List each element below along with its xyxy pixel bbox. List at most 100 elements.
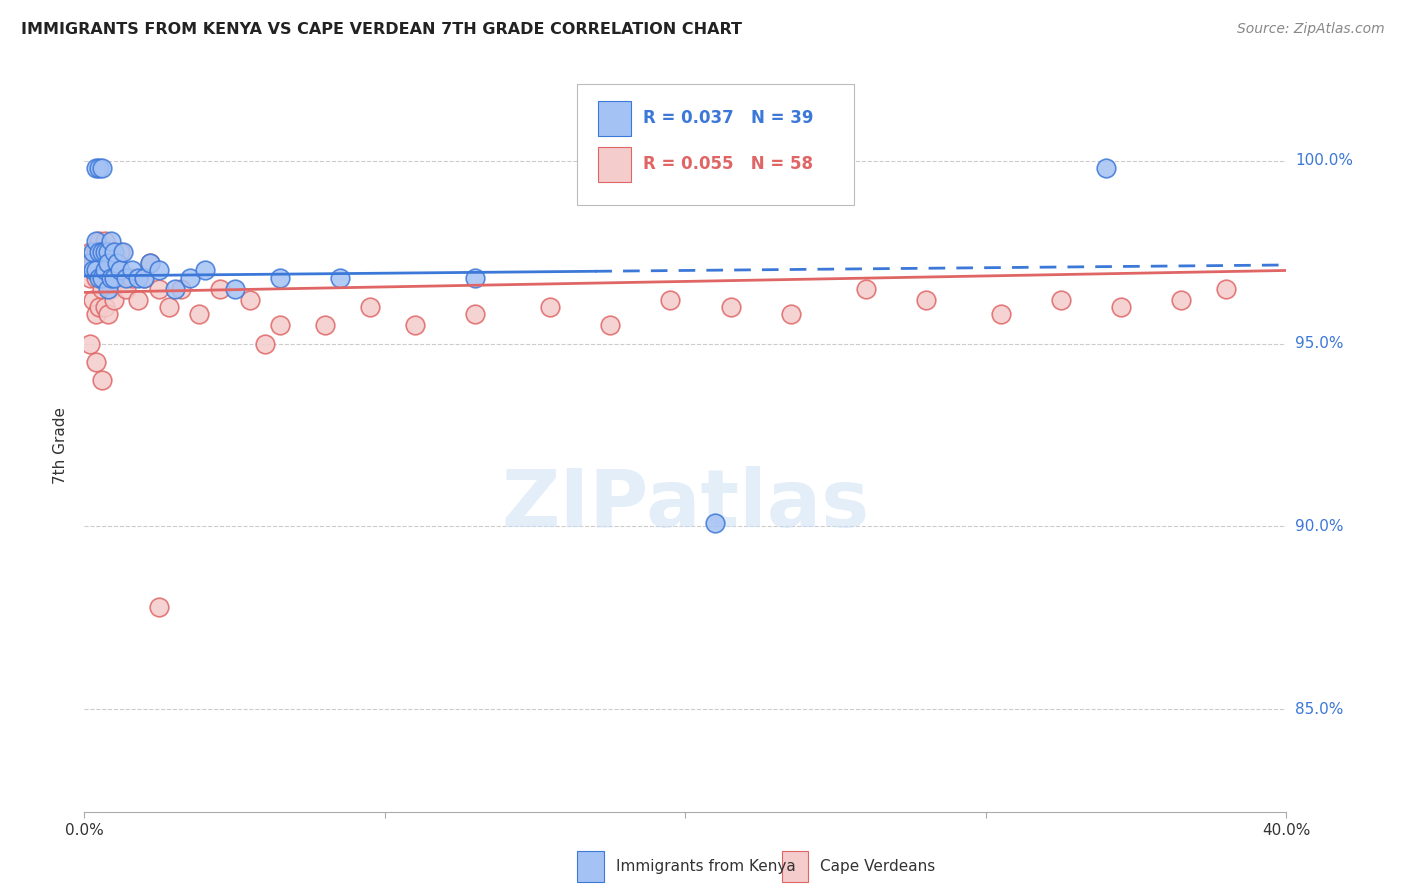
Point — [82, 245, 104, 260]
Text: Cape Verdeans: Cape Verdeans — [820, 859, 935, 874]
Point — [103, 245, 125, 260]
Point — [100, 282, 122, 296]
Point — [107, 256, 129, 270]
Point — [1095, 161, 1118, 175]
Point — [208, 282, 231, 296]
Point — [1215, 282, 1237, 296]
Point — [121, 263, 143, 277]
Point — [127, 270, 149, 285]
Point — [139, 256, 162, 270]
Point — [97, 307, 120, 321]
Point — [269, 318, 291, 333]
Point — [1109, 300, 1132, 314]
Text: 90.0%: 90.0% — [1295, 519, 1343, 534]
Point — [89, 270, 111, 285]
Point — [659, 293, 682, 307]
Bar — [578, 851, 603, 882]
Point — [112, 270, 135, 285]
Point — [314, 318, 336, 333]
Point — [194, 263, 217, 277]
Point — [89, 300, 111, 314]
Point — [94, 234, 117, 248]
Point — [134, 270, 156, 285]
Point — [100, 234, 122, 248]
Point — [94, 263, 117, 277]
Point — [110, 263, 132, 277]
Point — [329, 270, 352, 285]
Y-axis label: 7th Grade: 7th Grade — [53, 408, 69, 484]
Point — [97, 245, 120, 260]
Point — [720, 300, 742, 314]
Point — [169, 282, 191, 296]
Point — [89, 234, 111, 248]
Point — [91, 245, 114, 260]
Point — [359, 300, 381, 314]
Point — [103, 270, 125, 285]
Point — [127, 293, 149, 307]
Point — [269, 270, 291, 285]
Text: R = 0.037   N = 39: R = 0.037 N = 39 — [644, 110, 814, 128]
Text: IMMIGRANTS FROM KENYA VS CAPE VERDEAN 7TH GRADE CORRELATION CHART: IMMIGRANTS FROM KENYA VS CAPE VERDEAN 7T… — [21, 22, 742, 37]
Point — [115, 270, 138, 285]
Bar — [782, 851, 808, 882]
Point — [91, 161, 114, 175]
Point — [97, 245, 120, 260]
Point — [538, 300, 561, 314]
Bar — [598, 101, 631, 136]
Point — [224, 282, 246, 296]
Point — [82, 256, 104, 270]
Point — [91, 245, 114, 260]
Text: Source: ZipAtlas.com: Source: ZipAtlas.com — [1237, 22, 1385, 37]
Point — [94, 263, 117, 277]
Point — [86, 307, 108, 321]
Point — [157, 300, 180, 314]
Text: ZIPatlas: ZIPatlas — [502, 466, 869, 543]
Point — [97, 282, 120, 296]
Point — [97, 270, 120, 285]
Point — [100, 270, 122, 285]
Point — [91, 282, 114, 296]
Point — [187, 307, 209, 321]
Point — [121, 270, 143, 285]
Point — [89, 263, 111, 277]
Point — [112, 245, 135, 260]
Point — [100, 245, 122, 260]
Point — [148, 263, 170, 277]
Point — [86, 161, 108, 175]
Text: 100.0%: 100.0% — [1295, 153, 1353, 169]
Point — [134, 270, 156, 285]
Point — [704, 516, 727, 530]
Point — [163, 282, 186, 296]
Text: R = 0.055   N = 58: R = 0.055 N = 58 — [644, 155, 813, 173]
Point — [148, 282, 170, 296]
Bar — [598, 147, 631, 182]
FancyBboxPatch shape — [578, 84, 853, 204]
Text: 95.0%: 95.0% — [1295, 336, 1343, 351]
Point — [82, 293, 104, 307]
Text: 85.0%: 85.0% — [1295, 702, 1343, 717]
Point — [239, 293, 262, 307]
Point — [404, 318, 426, 333]
Point — [107, 270, 129, 285]
Point — [990, 307, 1012, 321]
Point — [148, 599, 170, 614]
Point — [103, 256, 125, 270]
Point — [79, 336, 101, 351]
Point — [915, 293, 938, 307]
Point — [86, 270, 108, 285]
Point — [79, 270, 101, 285]
Point — [94, 300, 117, 314]
Point — [94, 245, 117, 260]
Point — [86, 234, 108, 248]
Point — [115, 282, 138, 296]
Point — [253, 336, 276, 351]
Point — [89, 245, 111, 260]
Point — [91, 270, 114, 285]
Point — [97, 256, 120, 270]
Point — [103, 293, 125, 307]
Point — [86, 245, 108, 260]
Point — [86, 263, 108, 277]
Point — [139, 256, 162, 270]
Point — [79, 256, 101, 270]
Point — [79, 245, 101, 260]
